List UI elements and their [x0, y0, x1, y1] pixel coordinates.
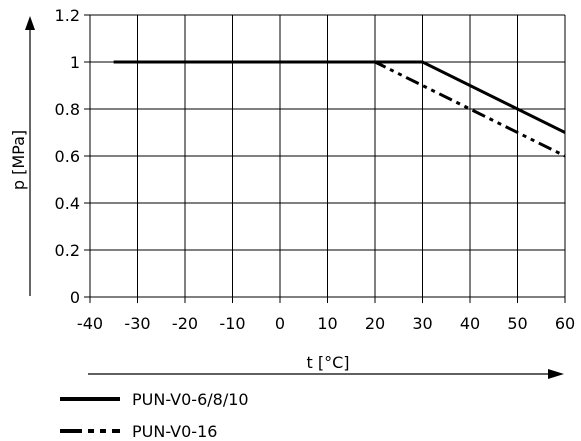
chart-ticks: -40 -30 -20 -10 0 10 20 30 40 50 60 0 0.2 0.4 0.6 0.8 1 1… — [55, 6, 576, 333]
y-axis-label: p [MPa] — [9, 130, 28, 190]
y-tick-label: 0.2 — [55, 241, 80, 260]
series-line-pun-v0-16 — [113, 60, 566, 158]
x-tick-label: 50 — [507, 314, 527, 333]
chart-grid — [89, 14, 566, 298]
y-tick-label: 0.4 — [55, 194, 80, 213]
x-tick-label: 0 — [275, 314, 285, 333]
y-tick-label: 0.8 — [55, 100, 80, 119]
series-line-pun-v0-6-8-10 — [113, 60, 566, 134]
y-axis-arrow-head — [25, 16, 35, 30]
x-tick-label: 30 — [412, 314, 432, 333]
x-axis-arrow-head — [548, 369, 564, 379]
legend-label-pun-v0-16: PUN-V0-16 — [132, 422, 217, 441]
legend-label-pun-v0-6-8-10: PUN-V0-6/8/10 — [132, 390, 249, 409]
x-axis-label: t [°C] — [306, 353, 349, 372]
x-tick-label: -10 — [219, 314, 245, 333]
x-tick-label: 20 — [365, 314, 385, 333]
x-tick-label: -30 — [124, 314, 150, 333]
legend: PUN-V0-6/8/10 PUN-V0-16 — [60, 390, 249, 441]
chart-series — [113, 60, 566, 158]
y-tick-label: 1.2 — [55, 6, 80, 25]
x-tick-label: -40 — [77, 314, 103, 333]
x-tick-label: 60 — [555, 314, 575, 333]
y-tick-label: 1 — [70, 53, 80, 72]
y-tick-label: 0.6 — [55, 147, 80, 166]
x-tick-label: 40 — [460, 314, 480, 333]
y-tick-label: 0 — [70, 288, 80, 307]
x-tick-label: 10 — [317, 314, 337, 333]
x-tick-label: -20 — [172, 314, 198, 333]
